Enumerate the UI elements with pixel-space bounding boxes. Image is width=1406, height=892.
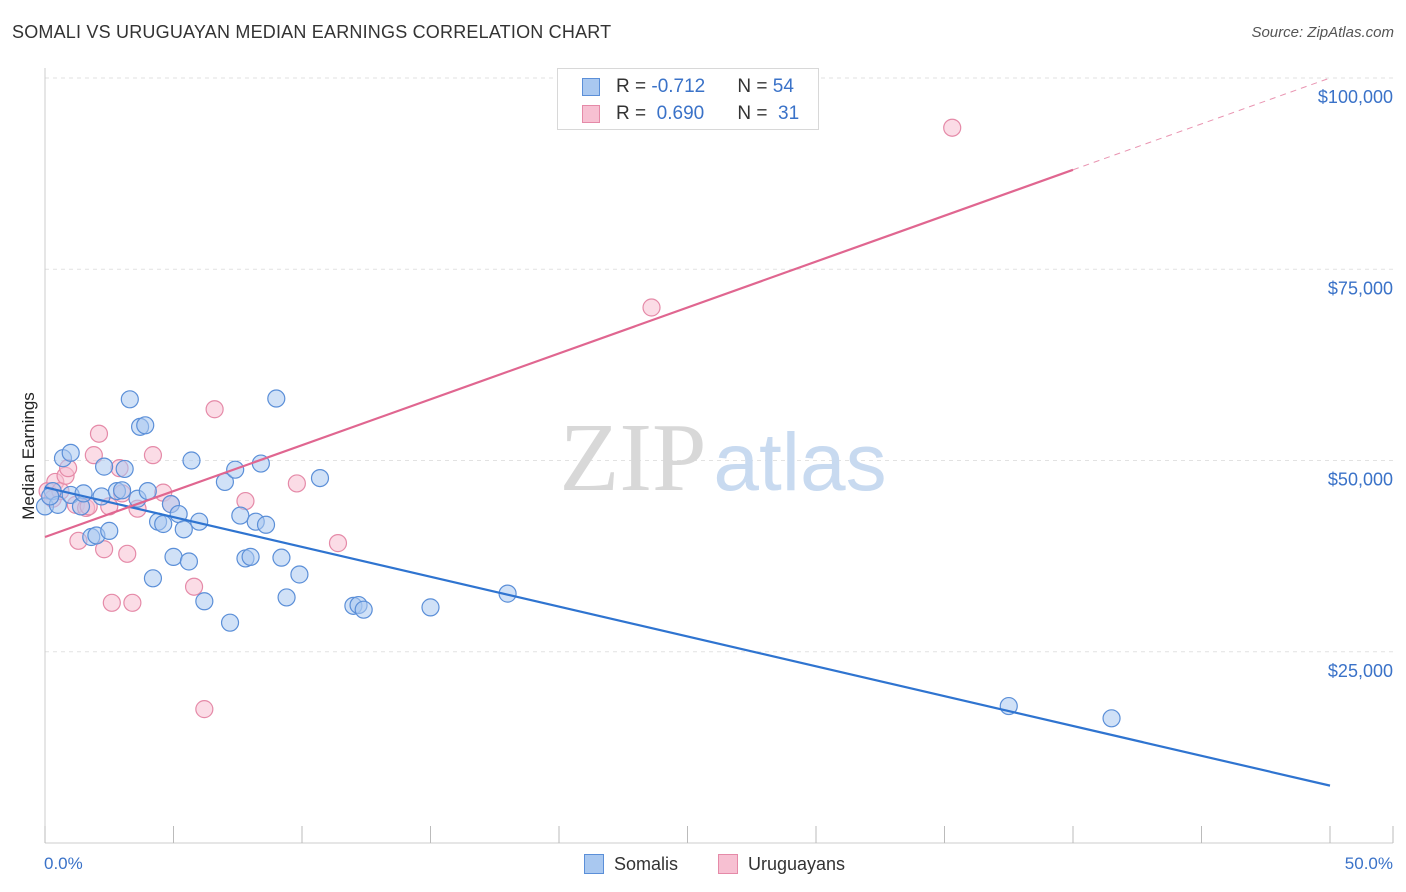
x-tick-label-end: 50.0% <box>1345 854 1393 873</box>
somali-point <box>231 506 250 525</box>
somali-point <box>136 416 155 435</box>
somali-point <box>164 547 183 566</box>
uruguayan-point <box>95 540 114 559</box>
uruguayan-point <box>143 446 163 465</box>
uruguayan-point <box>328 534 348 553</box>
uruguayan-point <box>943 118 962 137</box>
uruguayan-point <box>287 474 306 493</box>
legend-r-value-somalis: -0.712 <box>651 76 706 97</box>
x-tick-labels: 0.0% 50.0% <box>44 854 1393 873</box>
somali-point <box>241 547 260 566</box>
somali-point <box>115 459 134 479</box>
watermark-zip: ZIP <box>560 404 707 512</box>
bottom-legend-uruguayans[interactable]: Uruguayans <box>718 852 845 876</box>
uruguayan-point <box>102 593 121 612</box>
x-tick-label-start: 0.0% <box>44 854 83 873</box>
legend-n-value-somalis: 54 <box>772 76 794 97</box>
watermark-atlas: atlas <box>713 417 886 508</box>
y-tick-labels: $25,000 $50,000 $75,000 $100,000 <box>1318 87 1393 681</box>
y-tick-label: $100,000 <box>1318 87 1393 107</box>
correlation-legend: R = -0.712 N = 54 R = 0.690 N = 31 <box>557 68 819 130</box>
somali-point <box>354 600 373 619</box>
somali-point <box>174 520 193 539</box>
uruguayan-point <box>118 544 137 563</box>
somali-point <box>120 390 139 409</box>
uruguayan-point <box>123 593 142 612</box>
uruguayan-trend-extension <box>1072 77 1331 171</box>
legend-r-value-uruguayans: 0.690 <box>651 103 705 124</box>
uruguayan-point <box>205 400 224 419</box>
somali-point <box>256 515 276 534</box>
gridlines <box>45 77 1393 653</box>
legend-r-label: R = <box>616 103 652 124</box>
somali-point <box>195 592 214 611</box>
somali-point <box>310 468 330 488</box>
somali-swatch <box>582 78 600 96</box>
y-axis-label: Median Earnings <box>19 392 38 520</box>
somali-point <box>290 565 309 584</box>
trend-lines <box>44 77 1331 787</box>
source-label: Source: ZipAtlas.com <box>1251 24 1394 41</box>
chart-title: SOMALI VS URUGUAYAN MEDIAN EARNINGS CORR… <box>12 22 612 42</box>
y-tick-label: $75,000 <box>1328 278 1393 298</box>
uruguayan-legend-swatch <box>718 854 738 874</box>
somali-points <box>35 389 1121 728</box>
somali-point <box>95 457 114 476</box>
uruguayan-point <box>89 424 109 443</box>
somali-point <box>267 389 286 408</box>
y-tick-label: $25,000 <box>1328 661 1393 681</box>
legend-r-label: R = <box>616 76 652 97</box>
somali-point <box>421 598 440 617</box>
somali-point <box>1102 709 1121 728</box>
uruguayan-point <box>84 446 103 465</box>
somali-point <box>100 521 119 540</box>
legend-n-value-uruguayans: 31 <box>772 103 800 124</box>
somali-legend-swatch <box>584 854 604 874</box>
uruguayan-trend-line <box>44 168 1074 539</box>
somali-point <box>220 613 240 632</box>
somali-point <box>143 569 163 588</box>
y-tick-label: $50,000 <box>1328 470 1393 490</box>
somali-point <box>179 552 199 571</box>
uruguayan-swatch <box>582 105 600 123</box>
somali-point <box>154 514 173 534</box>
axes <box>44 68 1394 844</box>
somali-point <box>277 588 296 607</box>
uruguayan-point <box>184 577 204 596</box>
legend-n-label: N = <box>737 76 773 97</box>
uruguayan-point <box>195 700 214 719</box>
bottom-legend-somalis-label: Somalis <box>614 853 679 874</box>
legend-n-label: N = <box>737 103 773 124</box>
uruguayan-point <box>642 298 661 317</box>
bottom-legend-somalis[interactable]: Somalis <box>584 852 678 876</box>
somali-point <box>74 484 93 503</box>
somali-point <box>182 451 201 470</box>
somali-trend-line <box>44 486 1331 787</box>
somali-point <box>61 443 80 462</box>
somali-point <box>272 548 291 567</box>
watermark: ZIP atlas <box>560 404 887 512</box>
bottom-legend-uruguayans-label: Uruguayans <box>748 853 846 874</box>
somali-point <box>112 481 132 500</box>
